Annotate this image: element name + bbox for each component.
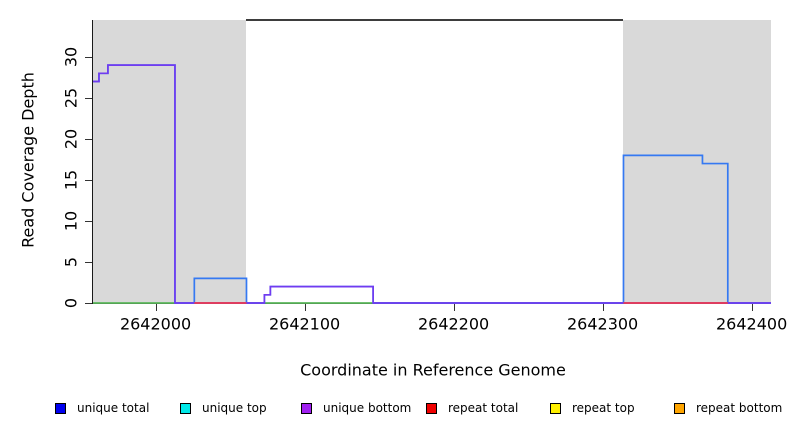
x-tick-mark [304, 304, 306, 311]
x-tick-mark [751, 304, 754, 311]
y-tick-mark [85, 138, 92, 141]
legend-label: unique bottom [323, 401, 412, 415]
legend-swatch-icon [426, 403, 437, 414]
y-tick-label: 15 [61, 169, 81, 191]
series-unique-bottom [93, 64, 771, 304]
y-tick-mark [85, 56, 92, 59]
y-tick-mark [85, 261, 92, 264]
y-tick-label: 25 [61, 87, 81, 109]
y-tick-mark [85, 179, 92, 182]
masked-region [93, 20, 247, 303]
legend-label: repeat bottom [696, 401, 783, 415]
legend-label: unique total [77, 401, 150, 415]
x-tick-label: 2642100 [268, 314, 341, 334]
legend-label: repeat top [572, 401, 635, 415]
x-tick-label: 2642400 [715, 314, 788, 334]
legend-item-unique-top: unique top [180, 402, 267, 415]
legend-item-repeat-bottom: repeat bottom [674, 402, 782, 415]
x-tick-mark [602, 304, 604, 311]
y-tick-label: 0 [61, 297, 81, 309]
x-tick-label: 2642200 [417, 314, 490, 334]
legend-item-repeat-total: repeat total [426, 402, 518, 415]
legend-item-unique-total: unique total [55, 402, 149, 415]
y-tick-label: 10 [61, 210, 81, 232]
y-tick-label: 20 [61, 128, 81, 150]
legend-swatch-icon [180, 403, 191, 414]
x-tick-label: 2642300 [566, 314, 639, 334]
legend-swatch-icon [550, 403, 561, 414]
series-lines [93, 64, 771, 304]
y-tick-mark [85, 97, 92, 100]
x-axis-title: Coordinate in Reference Genome [300, 360, 566, 380]
x-tick-label: 2642000 [119, 314, 192, 334]
legend-swatch-icon [674, 403, 685, 414]
x-tick-mark [155, 304, 157, 311]
legend-item-unique-bottom: unique bottom [301, 402, 411, 415]
x-tick-mark [453, 304, 455, 311]
series-unique-total [93, 64, 771, 304]
legend-item-repeat-top: repeat top [550, 402, 635, 415]
legend-label: repeat total [448, 401, 519, 415]
plot-top-border [246, 19, 624, 21]
y-tick-mark [85, 220, 92, 223]
masked-region [623, 20, 771, 303]
y-tick-mark [85, 303, 92, 305]
y-axis-line [92, 20, 94, 304]
y-tick-label: 30 [61, 46, 81, 68]
legend-swatch-icon [55, 403, 66, 414]
legend-label: unique top [202, 401, 267, 415]
y-axis-title: Read Coverage Depth [18, 72, 38, 248]
y-tick-label: 5 [61, 256, 81, 268]
legend-swatch-icon [301, 403, 312, 414]
